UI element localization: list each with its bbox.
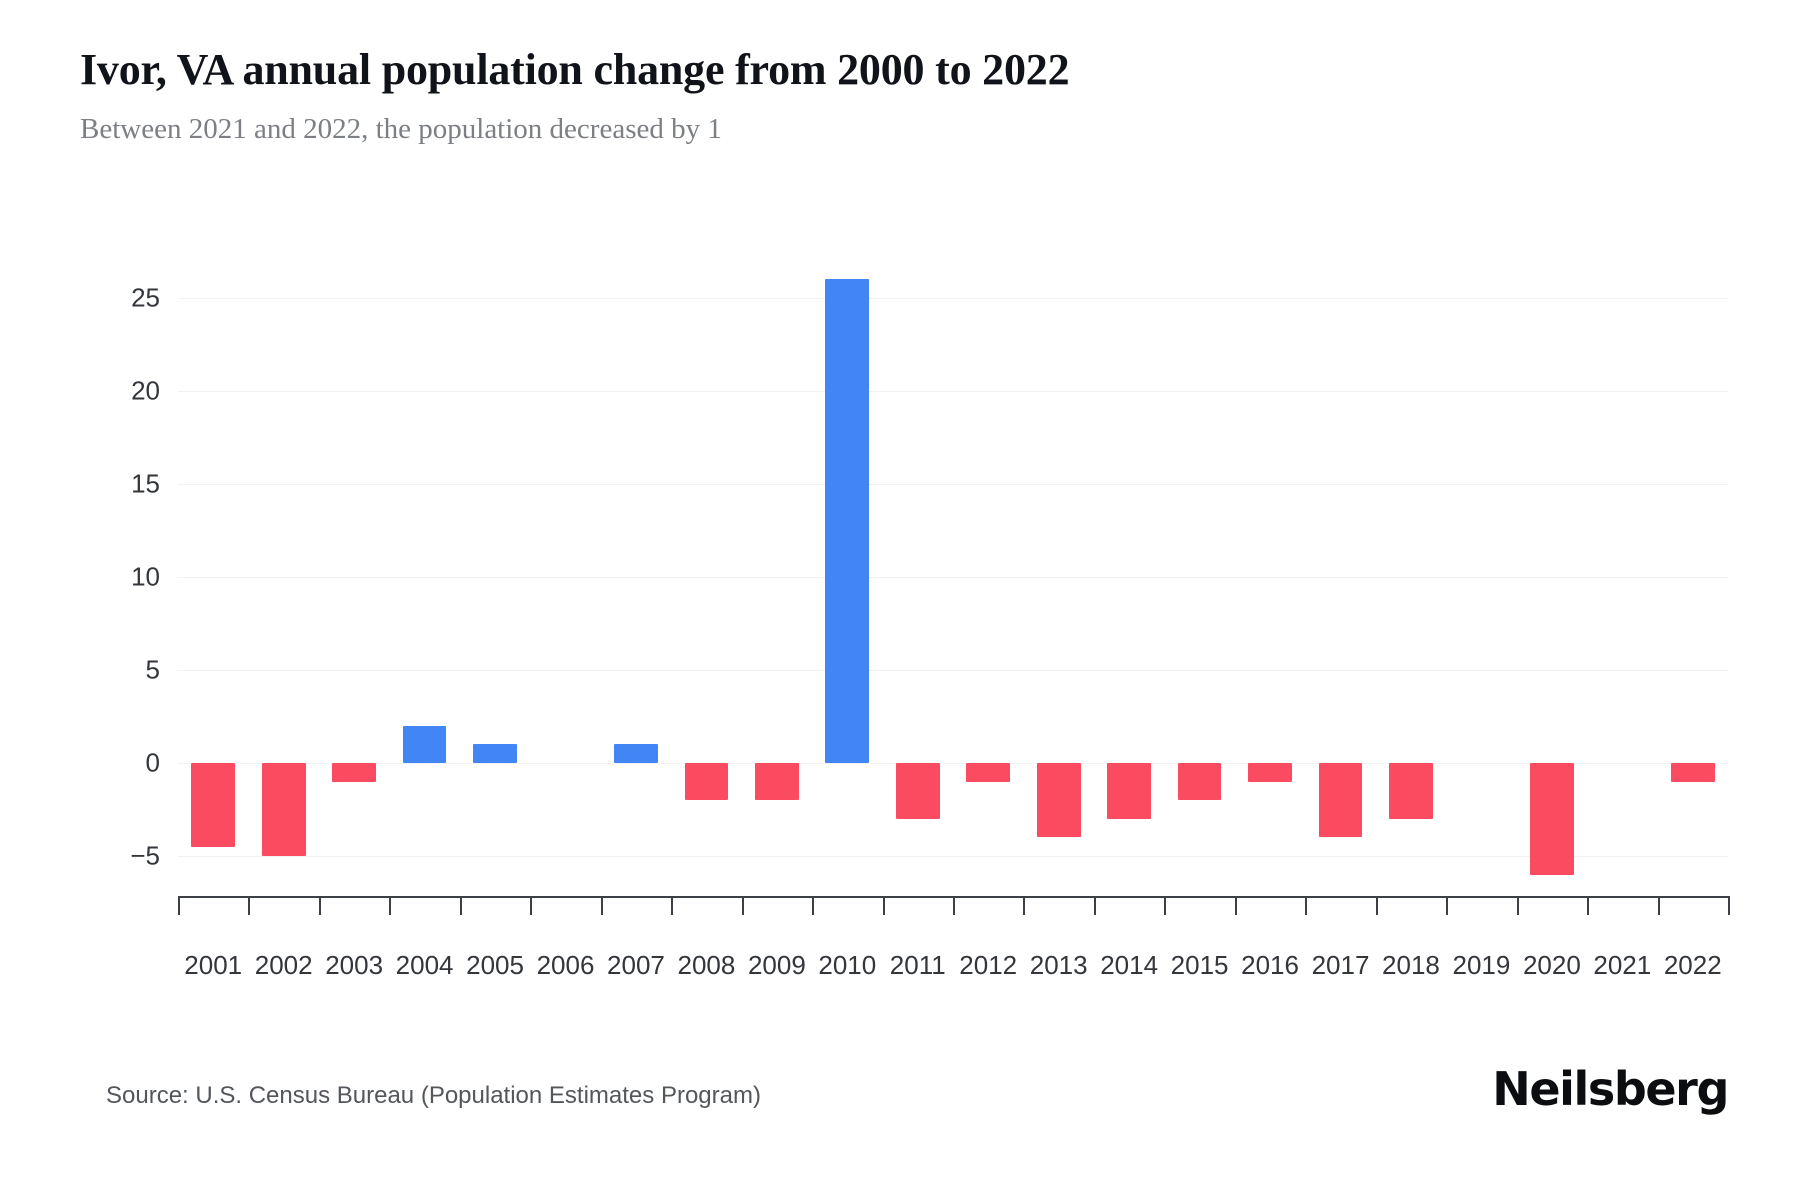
x-axis-tick-label-2012: 2012 — [959, 950, 1018, 980]
x-axis-tick — [1446, 896, 1449, 915]
bar-2020[interactable] — [1530, 763, 1574, 875]
x-axis-tick-label-2015: 2015 — [1170, 950, 1229, 980]
brand-logo: Neilsberg — [1492, 1062, 1729, 1116]
bar-2004[interactable] — [402, 725, 447, 763]
gridline-0 — [178, 763, 1728, 764]
x-axis-tick-label-2007: 2007 — [607, 950, 665, 980]
bar-2012[interactable] — [966, 763, 1011, 782]
x-axis-tick-label-2009: 2009 — [747, 950, 806, 980]
chart-header: Ivor, VA annual population change from 2… — [80, 44, 1720, 147]
bar-2010[interactable] — [825, 279, 870, 763]
x-axis-tick — [178, 896, 180, 915]
bar-2015[interactable] — [1177, 763, 1222, 801]
gridline-5 — [178, 670, 1728, 671]
bar-2001[interactable] — [191, 763, 236, 847]
x-axis-tick — [1587, 896, 1590, 915]
x-axis-tick — [600, 896, 603, 915]
bar-2007[interactable] — [614, 744, 658, 763]
gridline-10 — [178, 577, 1728, 578]
source-note: Source: U.S. Census Bureau (Population E… — [106, 1082, 761, 1109]
bar-2003[interactable] — [332, 763, 376, 782]
y-axis-tick-label: 5 — [145, 654, 160, 685]
chart-subtitle: Between 2021 and 2022, the population de… — [80, 112, 722, 145]
bar-2009[interactable] — [755, 763, 799, 801]
bar-2016[interactable] — [1248, 763, 1292, 782]
x-axis-tick-label-2013: 2013 — [1029, 950, 1088, 980]
x-axis-tick — [1164, 896, 1167, 915]
y-axis-tick-label: 25 — [131, 282, 160, 313]
x-axis-tick-label-2006: 2006 — [536, 950, 595, 980]
y-axis-tick-label: 0 — [145, 747, 160, 778]
bar-2017[interactable] — [1318, 763, 1363, 838]
x-axis-tick-label-2004: 2004 — [395, 950, 454, 980]
x-axis-tick-label-2018: 2018 — [1382, 950, 1440, 980]
x-axis-tick — [1728, 896, 1730, 915]
x-axis-tick-label-2021: 2021 — [1593, 950, 1652, 980]
x-axis-tick — [953, 896, 955, 915]
bar-2018[interactable] — [1389, 763, 1433, 819]
gridline-15 — [178, 484, 1728, 485]
bar-2008[interactable] — [684, 763, 729, 801]
x-axis-tick — [812, 896, 815, 915]
x-axis-tick — [741, 896, 744, 915]
x-axis-tick-label-2010: 2010 — [818, 950, 877, 980]
bar-2013[interactable] — [1036, 763, 1081, 838]
y-axis-tick-label: −5 — [130, 840, 160, 871]
x-axis-tick — [1234, 896, 1237, 915]
x-axis-tick-label-2020: 2020 — [1522, 950, 1581, 980]
x-axis-tick-label-2003: 2003 — [325, 950, 384, 980]
x-axis-tick — [882, 896, 885, 915]
x-axis-tick-label-2022: 2022 — [1663, 950, 1722, 980]
bar-2011[interactable] — [895, 763, 940, 819]
bar-2022[interactable] — [1670, 763, 1715, 782]
y-axis-tick-label: 20 — [131, 375, 160, 406]
x-axis-tick-label-2008: 2008 — [677, 950, 736, 980]
bar-2014[interactable] — [1107, 763, 1151, 819]
x-axis-tick-label-2011: 2011 — [889, 950, 946, 980]
x-axis-tick-label-2002: 2002 — [254, 950, 313, 980]
x-axis-tick — [1657, 896, 1660, 915]
x-axis-tick-label-2005: 2005 — [466, 950, 524, 980]
bar-2005[interactable] — [473, 744, 517, 763]
x-axis-tick — [459, 896, 462, 915]
x-axis-tick-label-2019: 2019 — [1452, 950, 1511, 980]
x-axis-tick — [1093, 896, 1096, 915]
gridline-25 — [178, 298, 1728, 299]
x-axis-tick — [1516, 896, 1519, 915]
x-axis-tick — [1023, 896, 1026, 915]
page-title: Ivor, VA annual population change from 2… — [80, 45, 1070, 94]
y-axis-tick-label: 10 — [131, 561, 160, 592]
gridline-neg5 — [178, 856, 1728, 857]
y-axis-tick-label: 15 — [131, 468, 160, 499]
x-axis-tick — [1375, 896, 1378, 915]
x-axis-tick-label-2014: 2014 — [1100, 950, 1159, 980]
x-axis-tick — [318, 896, 321, 915]
x-axis-tick — [389, 896, 392, 915]
gridline-20 — [178, 391, 1728, 392]
x-axis-tick-label-2017: 2017 — [1311, 950, 1370, 980]
x-axis-tick — [671, 896, 674, 915]
x-axis-tick — [248, 896, 251, 915]
x-axis-tick-label-2016: 2016 — [1241, 950, 1299, 980]
bar-2002[interactable] — [261, 763, 306, 856]
x-axis-tick — [530, 896, 533, 915]
x-axis-tick — [1305, 896, 1308, 915]
x-axis-tick-label-2001: 2001 — [184, 950, 243, 980]
